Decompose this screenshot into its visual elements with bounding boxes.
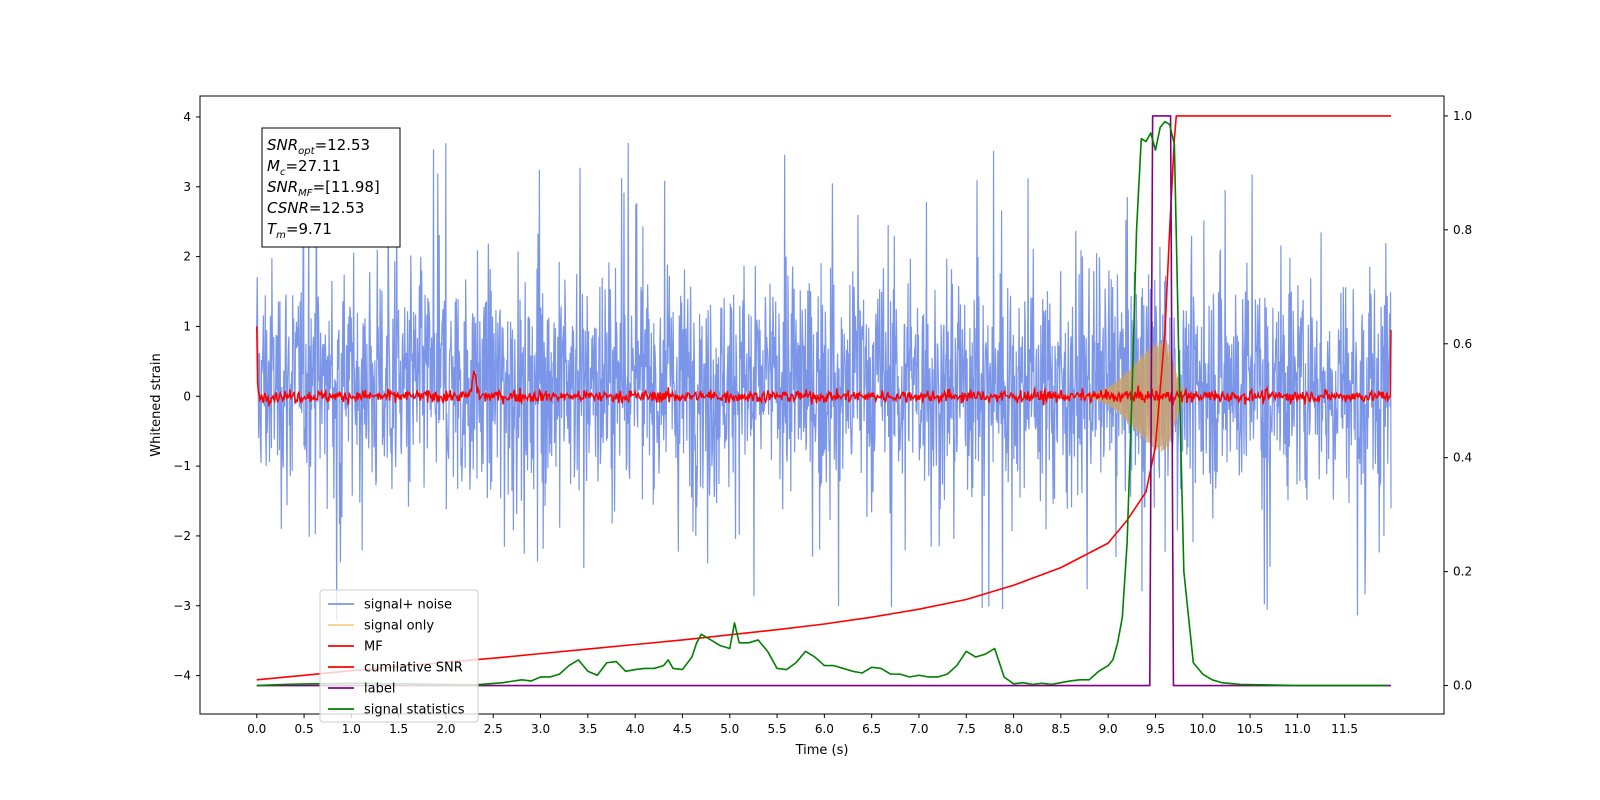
annotation-line: SNRMF=[11.98] bbox=[267, 178, 380, 199]
x-tick-label: 4.5 bbox=[673, 722, 692, 736]
x-tick-label: 11.0 bbox=[1284, 722, 1311, 736]
x-tick-label: 1.0 bbox=[342, 722, 361, 736]
series-signal-statistics bbox=[256, 120, 1388, 687]
annotation-symbol: CSNR bbox=[267, 199, 309, 217]
x-tick-label: 2.0 bbox=[436, 722, 455, 736]
y-tick-label: −1 bbox=[173, 459, 191, 473]
x-axis-label: Time (s) bbox=[795, 743, 849, 758]
x-tick-label: 10.5 bbox=[1237, 722, 1264, 736]
annotation-symbol: SNR bbox=[267, 136, 298, 154]
x-tick-label: 9.0 bbox=[1099, 722, 1118, 736]
y-tick-label: −4 bbox=[173, 669, 191, 683]
y2-tick-label: 0.4 bbox=[1453, 451, 1472, 465]
legend-label: cumilative SNR bbox=[364, 661, 463, 676]
x-tick-label: 0.5 bbox=[295, 722, 314, 736]
y-axis-label: Whitened strain bbox=[149, 353, 164, 456]
x-tick-label: 2.5 bbox=[484, 722, 503, 736]
annotation-subscript: m bbox=[276, 230, 286, 241]
annotation-symbol: SNR bbox=[267, 178, 298, 196]
x-tick-label: 7.0 bbox=[909, 722, 928, 736]
annotation-value: =[11.98] bbox=[313, 178, 380, 196]
annotation-line: SNRopt=12.53 bbox=[267, 136, 370, 157]
x-tick-label: 4.0 bbox=[626, 722, 645, 736]
y-tick-label: 2 bbox=[183, 250, 191, 264]
y-tick-label: 3 bbox=[183, 180, 191, 194]
y-axis-left: 4 3 2 1 0 −1 −2 −3 −4 bbox=[173, 110, 200, 683]
x-tick-label: 6.0 bbox=[815, 722, 834, 736]
series-mf bbox=[256, 326, 1392, 407]
legend: signal+ noise signal only MF cumilative SNR… bbox=[319, 589, 479, 723]
x-tick-label: 10.0 bbox=[1189, 722, 1216, 736]
annotation-subscript: c bbox=[280, 167, 286, 178]
annotation-line: Mc=27.11 bbox=[267, 157, 341, 178]
x-tick-label: 11.5 bbox=[1331, 722, 1358, 736]
annotation-frame bbox=[261, 127, 401, 248]
x-tick-label: 9.5 bbox=[1146, 722, 1165, 736]
annotation-value: =12.53 bbox=[309, 199, 365, 217]
y-tick-label: 1 bbox=[183, 319, 191, 333]
annotation-box: SNRopt=12.53Mc=27.11SNRMF=[11.98]CSNR=12… bbox=[261, 127, 401, 248]
x-tick-label: 1.5 bbox=[389, 722, 408, 736]
annotation-value: =12.53 bbox=[315, 136, 371, 154]
legend-label: label bbox=[364, 682, 395, 697]
legend-label: signal only bbox=[364, 619, 434, 634]
y2-tick-label: 1.0 bbox=[1453, 109, 1472, 123]
annotation-line: CSNR=12.53 bbox=[267, 199, 364, 217]
y-tick-label: −2 bbox=[173, 529, 191, 543]
y-axis-right: 1.0 0.8 0.6 0.4 0.2 0.0 bbox=[1444, 109, 1472, 693]
legend-frame bbox=[319, 589, 479, 723]
annotation-value: =9.71 bbox=[286, 220, 332, 238]
plot-frame bbox=[199, 95, 1445, 715]
x-tick-label: 8.5 bbox=[1051, 722, 1070, 736]
y2-tick-label: 0.0 bbox=[1453, 679, 1472, 693]
x-tick-label: 6.5 bbox=[862, 722, 881, 736]
x-tick-label: 8.0 bbox=[1004, 722, 1023, 736]
y2-tick-label: 0.6 bbox=[1453, 337, 1472, 351]
annotation-subscript: opt bbox=[298, 146, 315, 157]
series-signal-noise bbox=[256, 142, 1392, 620]
x-tick-label: 0.0 bbox=[247, 722, 266, 736]
y-tick-label: 0 bbox=[183, 389, 191, 403]
x-tick-label: 5.5 bbox=[768, 722, 787, 736]
annotation-symbol: T bbox=[267, 220, 278, 238]
y-tick-label: −3 bbox=[173, 599, 191, 613]
x-tick-label: 7.5 bbox=[957, 722, 976, 736]
x-tick-label: 3.0 bbox=[531, 722, 550, 736]
series-label bbox=[256, 115, 1392, 687]
x-tick-label: 3.5 bbox=[578, 722, 597, 736]
y2-tick-label: 0.2 bbox=[1453, 565, 1472, 579]
legend-label: MF bbox=[364, 640, 383, 655]
annotation-value: =27.11 bbox=[285, 157, 341, 175]
annotation-line: Tm=9.71 bbox=[267, 220, 332, 241]
x-tick-label: 5.0 bbox=[720, 722, 739, 736]
annotation-subscript: MF bbox=[298, 188, 313, 199]
y2-tick-label: 0.8 bbox=[1453, 223, 1472, 237]
legend-label: signal statistics bbox=[364, 703, 465, 718]
y-tick-label: 4 bbox=[183, 110, 191, 124]
legend-label: signal+ noise bbox=[364, 598, 452, 613]
annotation-symbol: M bbox=[267, 157, 280, 175]
x-axis: 0.0 0.5 1.0 1.5 2.0 2.5 3.0 3.5 4.0 4.5 5.0 5.5 6.0 6… bbox=[247, 714, 1358, 736]
